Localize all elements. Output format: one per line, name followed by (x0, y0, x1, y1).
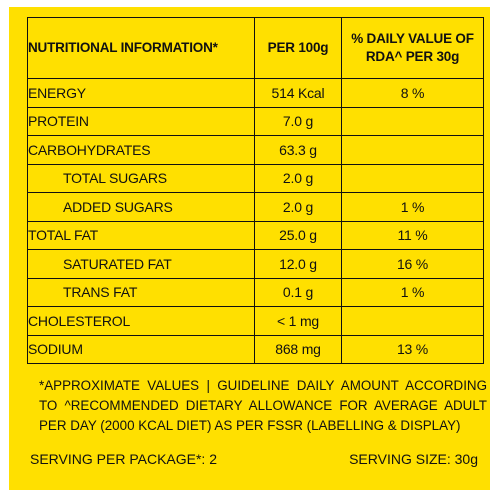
nutrient-per-100g: 0.1 g (254, 277, 342, 307)
nutrient-name: ADDED SUGARS (27, 192, 255, 222)
header-daily-value: % DAILY VALUE OF RDA^ PER 30g (341, 17, 484, 79)
serving-info: SERVING PER PACKAGE*: 2 SERVING SIZE: 30… (30, 451, 478, 467)
serving-per-package: SERVING PER PACKAGE*: 2 (30, 451, 217, 467)
nutrient-daily-value (341, 163, 484, 193)
nutrient-per-100g: 25.0 g (254, 220, 342, 250)
table-row: CARBOHYDRATES 63.3 g (27, 135, 484, 165)
table-row: CHOLESTEROL < 1 mg (27, 306, 484, 336)
table-row: PROTEIN 7.0 g (27, 106, 484, 136)
nutrient-per-100g: 2.0 g (254, 192, 342, 222)
table-row: TRANS FAT 0.1 g 1 % (27, 277, 484, 307)
nutrient-name: SATURATED FAT (27, 249, 255, 279)
table-row: ADDED SUGARS 2.0 g 1 % (27, 192, 484, 222)
header-per-100g: PER 100g (254, 17, 342, 79)
table-row: TOTAL FAT 25.0 g 11 % (27, 220, 484, 250)
header-row: NUTRITIONAL INFORMATION* PER 100g % DAIL… (27, 17, 484, 79)
table-row: SATURATED FAT 12.0 g 16 % (27, 249, 484, 279)
nutrient-daily-value: 1 % (341, 277, 484, 307)
nutrient-daily-value: 13 % (341, 334, 484, 364)
nutrient-per-100g: 63.3 g (254, 135, 342, 165)
nutrient-per-100g: 12.0 g (254, 249, 342, 279)
nutrient-name: PROTEIN (27, 106, 255, 136)
nutrient-daily-value (341, 135, 484, 165)
nutrient-daily-value: 11 % (341, 220, 484, 250)
nutrient-daily-value (341, 106, 484, 136)
nutrient-per-100g: 7.0 g (254, 106, 342, 136)
nutrient-per-100g: 514 Kcal (254, 78, 342, 108)
nutrient-per-100g: 868 mg (254, 334, 342, 364)
nutrient-name: SODIUM (27, 334, 255, 364)
nutrient-name: TRANS FAT (27, 277, 255, 307)
header-daily-value-line2: RDA^ PER 30g (365, 49, 460, 64)
nutrient-daily-value: 8 % (341, 78, 484, 108)
nutrient-name: TOTAL FAT (27, 220, 255, 250)
header-daily-value-line1: % DAILY VALUE OF (351, 31, 474, 46)
nutrient-name: CARBOHYDRATES (27, 135, 255, 165)
nutrition-label: NUTRITIONAL INFORMATION* PER 100g % DAIL… (9, 7, 490, 490)
footnote: *APPROXIMATE VALUES | GUIDELINE DAILY AM… (39, 378, 487, 433)
nutrient-daily-value (341, 306, 484, 336)
nutrient-daily-value: 1 % (341, 192, 484, 222)
nutrient-daily-value: 16 % (341, 249, 484, 279)
table-row: SODIUM 868 mg 13 % (27, 334, 484, 364)
serving-size: SERVING SIZE: 30g (349, 451, 478, 467)
table-row: ENERGY 514 Kcal 8 % (27, 78, 484, 108)
nutrient-name: CHOLESTEROL (27, 306, 255, 336)
table-row: TOTAL SUGARS 2.0 g (27, 163, 484, 193)
header-nutritional-information: NUTRITIONAL INFORMATION* (27, 17, 255, 79)
nutrition-table: NUTRITIONAL INFORMATION* PER 100g % DAIL… (27, 17, 484, 364)
nutrient-per-100g: 2.0 g (254, 163, 342, 193)
nutrient-name: ENERGY (27, 78, 255, 108)
nutrient-per-100g: < 1 mg (254, 306, 342, 336)
nutrient-name: TOTAL SUGARS (27, 163, 255, 193)
